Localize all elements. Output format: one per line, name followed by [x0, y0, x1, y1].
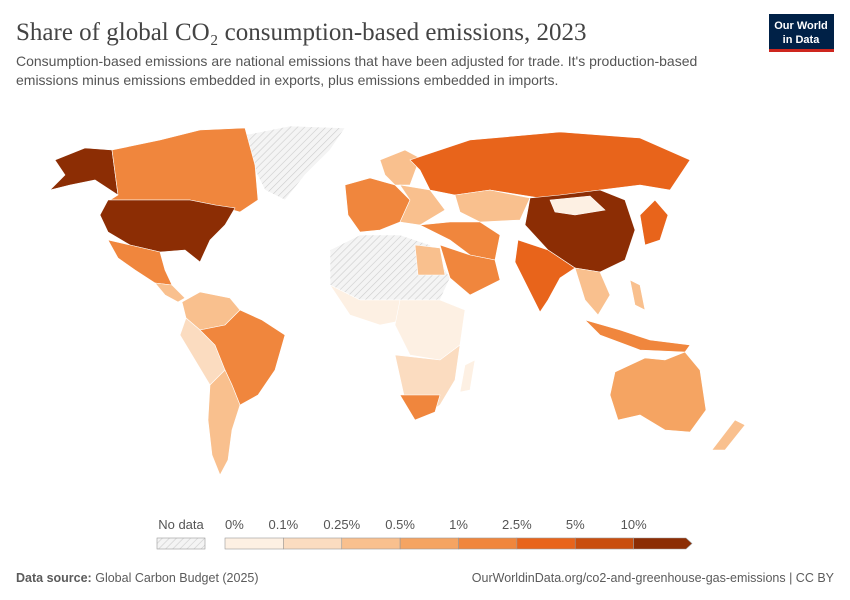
indonesia [583, 319, 691, 353]
europe-west [344, 177, 411, 233]
legend-label: 1% [449, 517, 468, 532]
source-text: Global Carbon Budget (2025) [95, 571, 258, 585]
philippines [629, 279, 646, 311]
canada [108, 127, 259, 213]
legend-bin [458, 537, 518, 550]
china [524, 189, 636, 273]
japan-korea [639, 199, 669, 246]
legend-bin [399, 537, 459, 550]
central-america [154, 282, 186, 303]
madagascar [459, 359, 476, 393]
russia [409, 131, 691, 199]
logo-text: Our World [774, 20, 828, 32]
scandinavia [379, 149, 421, 186]
legend-bin [516, 537, 576, 550]
legend-bin [633, 537, 693, 550]
logo[interactable]: Our World in Data [769, 14, 834, 52]
source: Data source: Global Carbon Budget (2025) [16, 571, 259, 585]
legend-label: 0.25% [323, 517, 360, 532]
legend-no-data-label: No data [158, 517, 204, 532]
legend-bin [224, 537, 284, 550]
usa [99, 199, 236, 263]
logo-box [769, 14, 834, 50]
legend-bin [574, 537, 634, 550]
central-asia [454, 189, 531, 223]
india [514, 239, 576, 313]
legend-label: 0% [225, 517, 244, 532]
new-zealand [711, 419, 746, 451]
legend-label: 10% [621, 517, 647, 532]
source-label: Data source: [16, 571, 92, 585]
alaska [49, 147, 119, 196]
mongolia [549, 195, 606, 216]
subtitle: emissions minus emissions embedded in ex… [16, 72, 558, 88]
logo-bar [769, 49, 834, 52]
logo-text: in Data [783, 34, 821, 46]
legend-label: 5% [566, 517, 585, 532]
subtitle: Consumption-based emissions are national… [16, 53, 697, 69]
legend-label: 0.1% [269, 517, 299, 532]
legend-label: 2.5% [502, 517, 532, 532]
brazil [199, 309, 286, 406]
south-africa [399, 394, 441, 421]
australia [609, 351, 707, 433]
legend-bin [283, 537, 343, 550]
egypt [414, 244, 446, 276]
source-url[interactable]: OurWorldinData.org/co2-and-greenhouse-ga… [472, 571, 835, 585]
world-map [49, 125, 746, 476]
southeast-asia [574, 267, 611, 316]
legend-no-data-swatch [156, 537, 206, 550]
legend-label: 0.5% [385, 517, 415, 532]
legend-bin [341, 537, 401, 550]
title: Share of global CO₂ consumption-based em… [16, 19, 586, 46]
argentina-chile [207, 369, 241, 476]
turkey-iran [418, 221, 501, 261]
legend: No data 0% 0.1% 0.25% 0.5% 1% 2.5% 5% 10% [156, 517, 693, 550]
